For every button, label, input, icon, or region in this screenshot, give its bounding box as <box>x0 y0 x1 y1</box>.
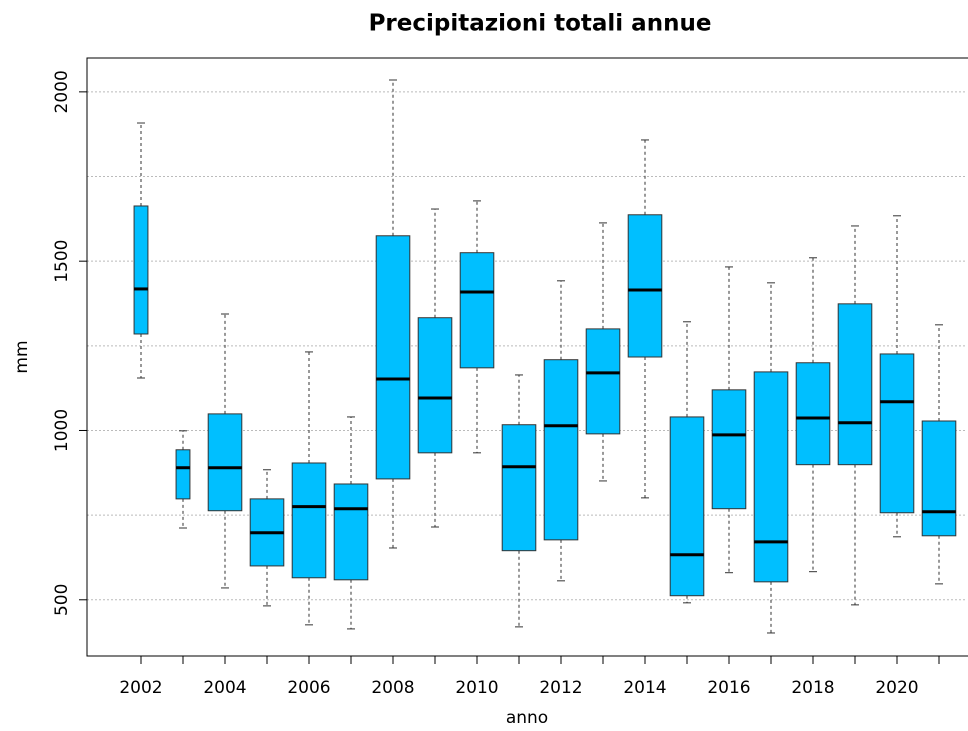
box <box>921 420 957 537</box>
box <box>711 389 747 510</box>
box <box>837 303 873 466</box>
box <box>459 252 495 369</box>
y-tick-label: 500 <box>52 584 72 616</box>
y-tick-label: 1000 <box>52 409 72 452</box>
y-axis-label: mm <box>12 340 32 373</box>
x-tick-label: 2014 <box>623 678 666 698</box>
box <box>417 317 453 454</box>
box <box>585 328 621 435</box>
box <box>207 413 243 512</box>
y-tick-label: 2000 <box>52 70 72 113</box>
box <box>375 235 411 480</box>
box <box>879 353 915 514</box>
x-tick-label: 2008 <box>371 678 414 698</box>
box <box>543 359 579 541</box>
box <box>333 483 369 581</box>
box <box>627 214 663 358</box>
x-tick-label: 2010 <box>455 678 498 698</box>
x-tick-label: 2012 <box>539 678 582 698</box>
box <box>133 205 149 335</box>
box <box>291 462 327 579</box>
x-tick-label: 2018 <box>791 678 834 698</box>
x-axis-label: anno <box>506 708 548 728</box>
box <box>753 371 789 583</box>
box <box>501 424 537 552</box>
x-tick-label: 2016 <box>707 678 750 698</box>
box <box>795 362 831 466</box>
box <box>175 449 191 500</box>
plot-frame <box>86 57 968 657</box>
x-tick-label: 2002 <box>119 678 162 698</box>
x-tick-label: 2006 <box>287 678 330 698</box>
box <box>669 416 705 597</box>
x-tick-label: 2004 <box>203 678 246 698</box>
y-tick-label: 1500 <box>52 240 72 283</box>
x-tick-label: 2020 <box>875 678 918 698</box>
chart-title: Precipitazioni totali annue <box>369 11 712 37</box>
